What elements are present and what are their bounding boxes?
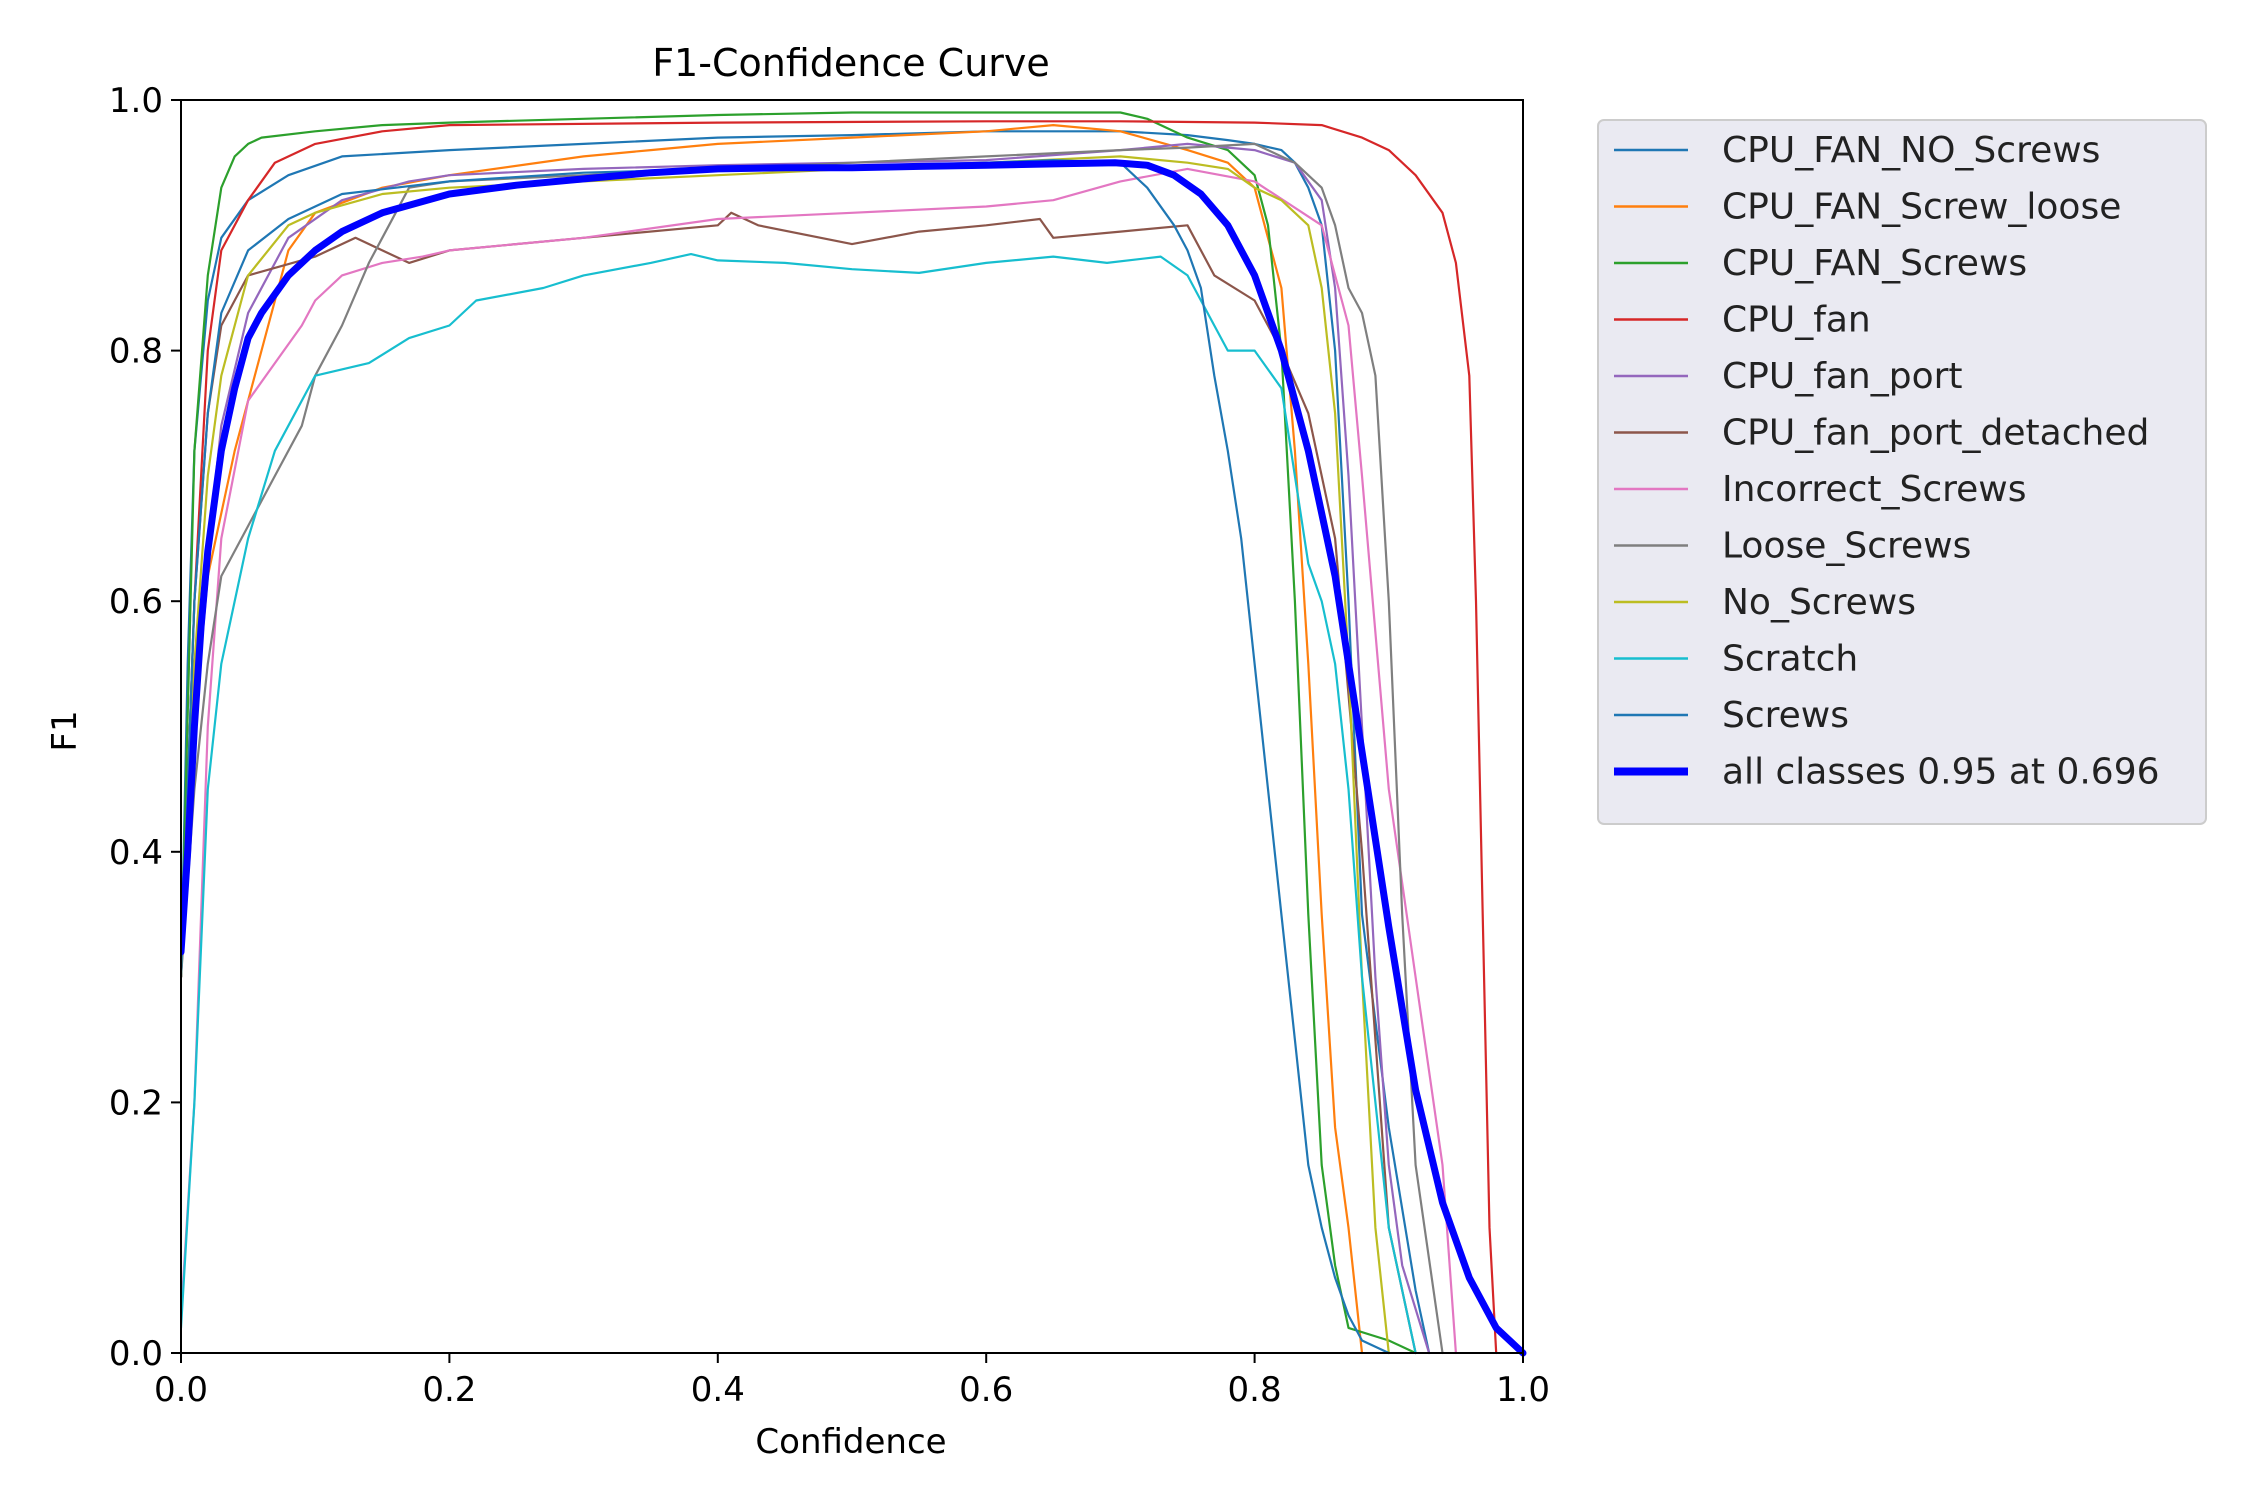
legend-label: Loose_Screws <box>1722 526 1971 567</box>
legend-label: No_Screws <box>1722 582 1916 623</box>
series-line-7 <box>181 142 1444 1355</box>
y-axis-label: F1 <box>45 710 85 751</box>
x-tick-label: 0.8 <box>1228 1370 1282 1410</box>
series-line-2 <box>181 111 1417 1355</box>
series-line-6 <box>181 167 1458 1355</box>
series-lines <box>181 111 1527 1357</box>
legend-label: Scratch <box>1722 639 1858 680</box>
legend-box <box>1597 119 2207 825</box>
chart-title: F1-Confidence Curve <box>652 41 1050 85</box>
series-line-11 <box>181 159 1527 1357</box>
legend-label: Screws <box>1722 695 1849 736</box>
x-tick-label: 0.6 <box>959 1370 1013 1410</box>
y-tick-label: 0.0 <box>109 1334 163 1374</box>
legend-label: CPU_FAN_Screw_loose <box>1722 187 2121 228</box>
legend-label: CPU_FAN_NO_Screws <box>1722 130 2100 171</box>
x-axis-label: Confidence <box>755 1422 946 1462</box>
series-line-10 <box>181 159 1390 1355</box>
legend-label: all classes 0.95 at 0.696 <box>1722 752 2160 793</box>
series-line-4 <box>181 142 1431 1355</box>
series-line-3 <box>181 120 1498 1355</box>
y-tick-label: 0.4 <box>109 833 163 873</box>
legend-label: CPU_fan_port_detached <box>1722 413 2149 454</box>
series-line-1 <box>181 123 1364 1355</box>
legend: CPU_FAN_NO_Screws CPU_FAN_Screw_loose CPU_… <box>1597 119 2207 825</box>
y-tick-label: 0.8 <box>109 332 163 372</box>
legend-label: CPU_fan_port <box>1722 356 1963 397</box>
x-tick-label: 0.0 <box>154 1370 208 1410</box>
plot-frame <box>180 99 1524 1354</box>
y-tick-label: 0.6 <box>109 582 163 622</box>
y-tick-label: 0.2 <box>109 1083 163 1123</box>
legend-label: CPU_FAN_Screws <box>1722 243 2027 284</box>
x-tick-label: 0.4 <box>691 1370 745 1410</box>
x-tick-label: 1.0 <box>1496 1370 1550 1410</box>
x-tick-label: 0.2 <box>422 1370 476 1410</box>
plot-area: 0.0 0.2 0.4 0.6 0.8 1.0 0.0 0.2 0.4 0.6 0.8 1.0 <box>109 81 1550 1410</box>
series-line-9 <box>181 253 1417 1355</box>
legend-label: CPU_fan <box>1722 300 1871 341</box>
y-tick-label: 1.0 <box>109 81 163 121</box>
legend-label: Incorrect_Screws <box>1722 469 2027 510</box>
